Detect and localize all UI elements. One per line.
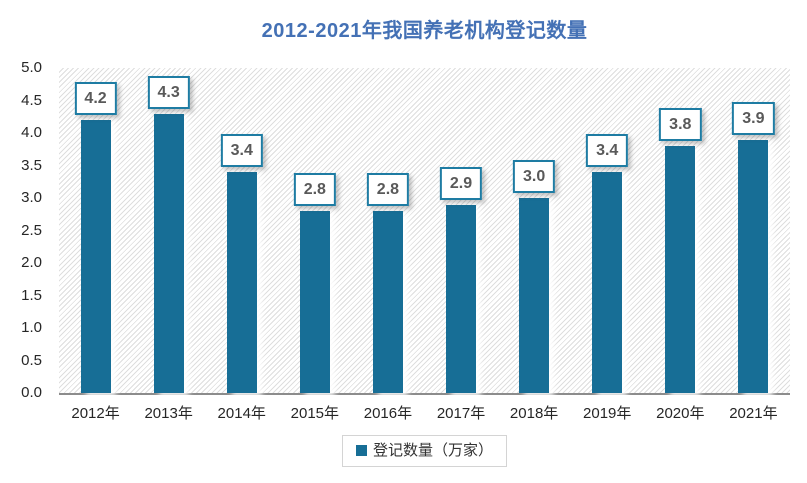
x-tick-label: 2015年	[290, 405, 340, 422]
legend: 登记数量（万家）	[341, 435, 507, 467]
y-tick-label: 0.5	[21, 351, 42, 369]
y-tick-label: 1.0	[21, 319, 42, 336]
bar-slot: 4.2	[59, 68, 132, 393]
x-tick-label: 2018年	[509, 405, 559, 422]
bar-value-label: 3.4	[586, 134, 629, 167]
bar-slot: 3.8	[644, 68, 717, 393]
x-tick-label: 2017年	[436, 405, 486, 422]
bar-slot: 2.8	[351, 68, 424, 393]
y-axis: 5.0 4.5 4.0 3.5 3.0 2.5 2.0 1.5 1.0 0.5 0.0	[0, 59, 42, 401]
y-tick-label: 0.0	[21, 384, 42, 401]
bar	[226, 172, 257, 393]
y-tick-label: 2.0	[21, 254, 42, 271]
plot-area: 4.2 4.3 3.4 2.8 2.8 2.9 3.0 3.4 3.8 3.9	[59, 68, 790, 395]
x-tick-label: 2014年	[217, 405, 266, 422]
bar-value-label: 2.8	[293, 173, 336, 206]
bar-slot: 2.8	[278, 68, 351, 393]
bar-value-label: 2.8	[366, 173, 410, 206]
bar	[665, 146, 696, 393]
bar	[519, 198, 550, 393]
bar-value-label: 2.9	[439, 166, 483, 200]
bar	[153, 113, 184, 393]
bar	[372, 211, 403, 393]
x-axis: 2012年 2013年 2014年 2015年 2016年 2017年 2018年 2019年…	[59, 402, 790, 423]
x-tick-label: 2021年	[729, 405, 778, 422]
x-tick-label: 2019年	[583, 405, 632, 422]
y-tick-label: 5.0	[21, 59, 42, 76]
y-tick-label: 3.5	[21, 156, 42, 174]
legend-swatch-icon	[355, 445, 367, 456]
bar	[592, 172, 623, 393]
y-tick-label: 4.5	[21, 91, 42, 109]
x-tick-label: 2016年	[363, 405, 413, 422]
bar-slot: 2.9	[424, 68, 497, 393]
legend-label: 登记数量（万家）	[372, 442, 493, 459]
bar-value-label: 3.4	[220, 134, 263, 167]
x-tick-label: 2020年	[656, 405, 705, 422]
bar-slot: 3.0	[498, 68, 571, 393]
x-tick-label: 2013年	[144, 405, 193, 422]
bar-value-label: 3.8	[659, 108, 702, 141]
bar	[299, 211, 330, 393]
bar	[738, 139, 769, 393]
chart-title: 2012-2021年我国养老机构登记数量	[261, 20, 588, 42]
bar-value-label: 4.3	[147, 75, 190, 109]
bar-slot: 3.9	[717, 68, 790, 393]
bar-value-label: 3.0	[512, 160, 556, 193]
bar-slot: 3.4	[205, 68, 278, 393]
y-tick-label: 1.5	[21, 286, 42, 304]
bar	[446, 204, 477, 393]
y-tick-label: 4.0	[21, 124, 42, 141]
bar	[80, 120, 111, 393]
bar-slot: 4.3	[132, 68, 205, 393]
bar-slot: 3.4	[571, 68, 644, 393]
y-tick-label: 2.5	[21, 221, 42, 239]
legend-row: 登记数量（万家）	[59, 435, 790, 467]
bar-value-label: 4.2	[74, 82, 117, 115]
y-tick-label: 3.0	[21, 189, 42, 206]
bar-value-label: 3.9	[732, 101, 775, 135]
x-tick-label: 2012年	[71, 405, 120, 422]
